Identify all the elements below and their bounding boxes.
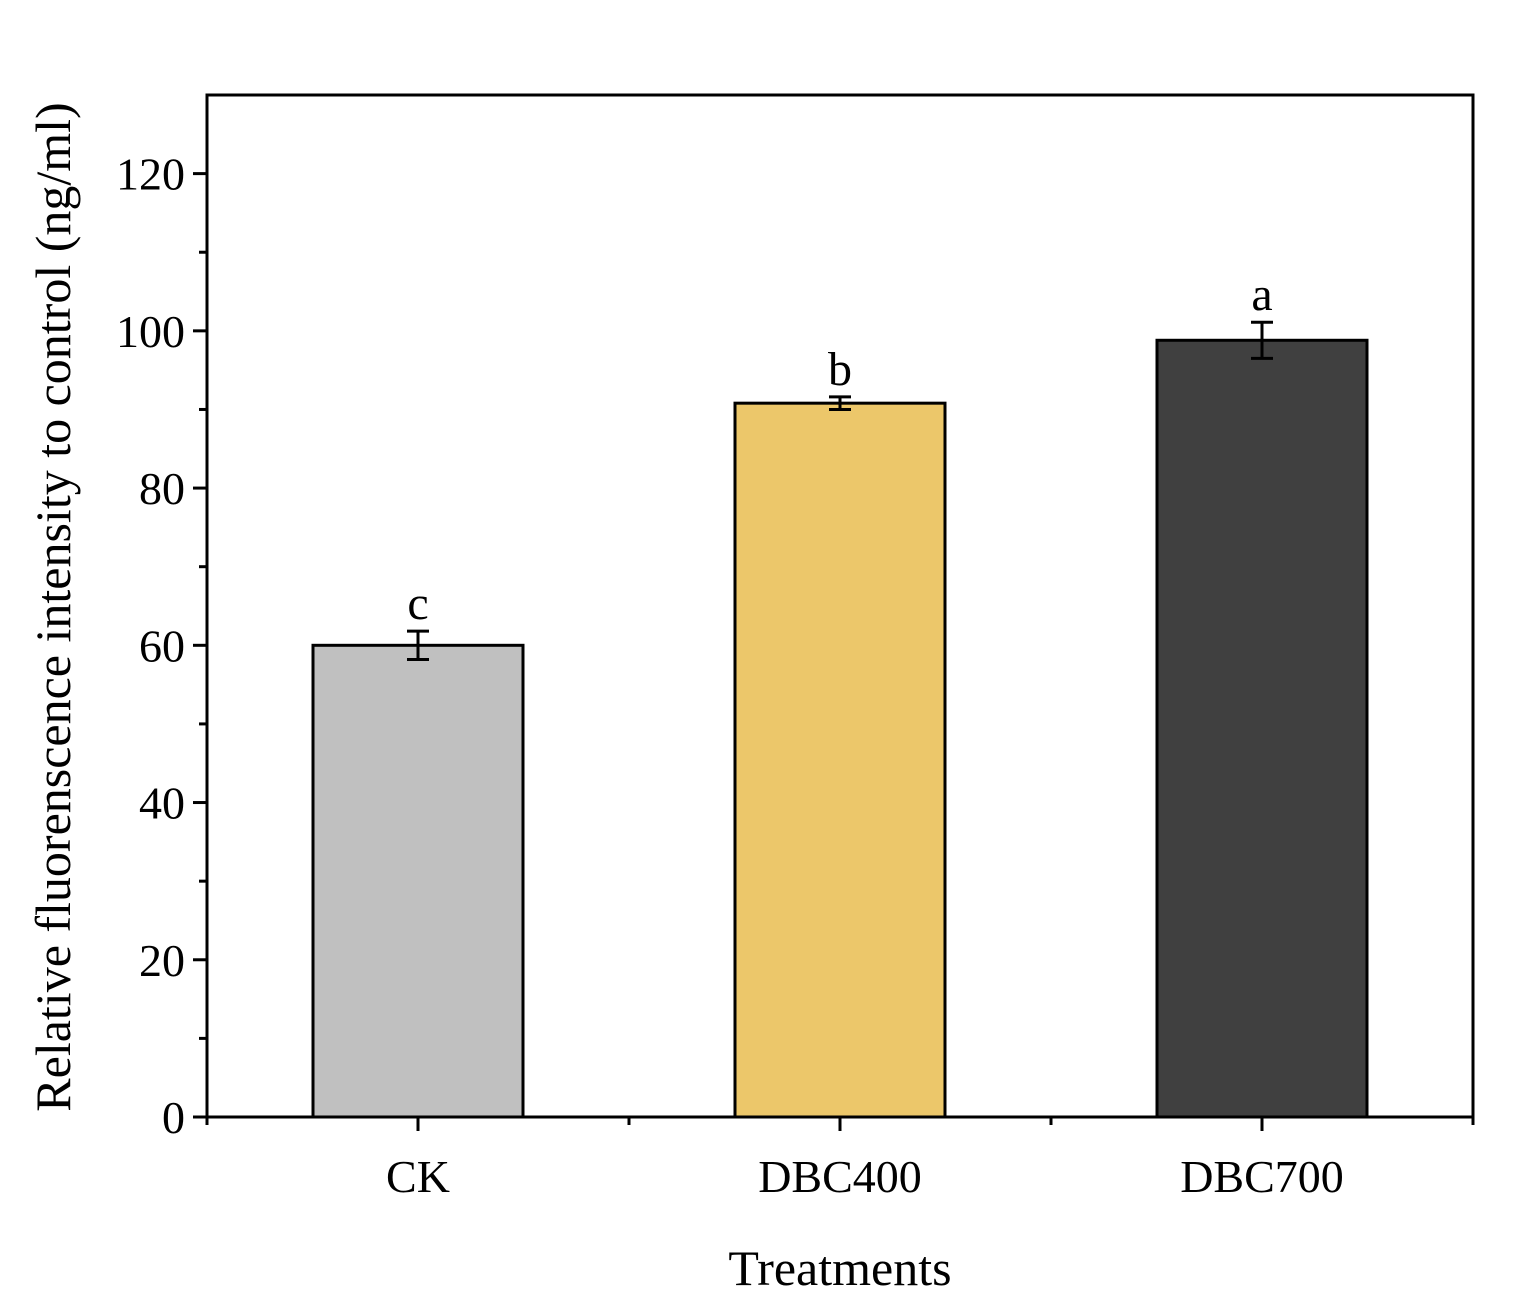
x-tick-label: DBC400 [758, 1151, 922, 1202]
significance-letter: c [407, 577, 428, 630]
y-axis: 0 20 40 60 80 100 120 [116, 149, 207, 1143]
bar-dbc700 [1155, 338, 1369, 1119]
x-tick-label: CK [386, 1151, 450, 1202]
y-tick-label: 20 [139, 935, 185, 986]
significance-labels: c b a [407, 268, 1272, 630]
x-tick-label: DBC700 [1180, 1151, 1344, 1202]
y-tick-label: 100 [116, 306, 185, 357]
bar-dbc400 [733, 401, 947, 1119]
bars-layer [311, 338, 1369, 1119]
significance-letter: b [828, 343, 852, 396]
bar-ck [311, 643, 525, 1119]
y-axis-title: Relative fluorenscence intensity to cont… [25, 102, 81, 1111]
y-tick-label: 40 [139, 778, 185, 829]
x-axis: CK DBC400 DBC700 [205, 1117, 1475, 1202]
significance-letter: a [1251, 268, 1272, 321]
y-tick-label: 80 [139, 463, 185, 514]
x-axis-title: Treatments [728, 1240, 951, 1296]
y-tick-label: 60 [139, 620, 185, 671]
y-tick-label: 120 [116, 149, 185, 200]
error-bars-layer [407, 320, 1273, 661]
y-tick-label: 0 [162, 1092, 185, 1143]
